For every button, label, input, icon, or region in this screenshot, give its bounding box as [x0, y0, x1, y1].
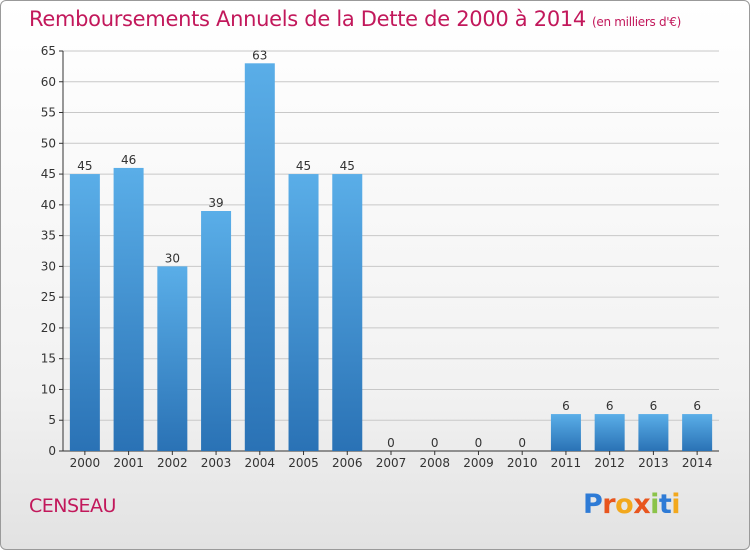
y-tick-label: 10: [41, 382, 56, 396]
bars: [69, 63, 713, 452]
y-tick-label: 0: [48, 444, 56, 458]
y-tick-label: 30: [41, 259, 56, 273]
bar: [113, 167, 144, 451]
x-tick-label: 2012: [594, 456, 625, 470]
bar: [244, 63, 275, 452]
x-tick-label: 2006: [332, 456, 363, 470]
y-tick-label: 20: [41, 321, 56, 335]
bar: [157, 266, 188, 451]
bar: [69, 174, 100, 452]
y-tick-label: 40: [41, 198, 56, 212]
chart-title: Remboursements Annuels de la Dette de 20…: [29, 7, 682, 31]
x-tick-label: 2008: [419, 456, 450, 470]
y-tick-label: 60: [41, 75, 56, 89]
x-tick-label: 2001: [113, 456, 144, 470]
x-tick-label: 2011: [551, 456, 582, 470]
y-tick-label: 5: [48, 413, 56, 427]
y-tick-label: 65: [41, 44, 56, 58]
x-tick-label: 2007: [376, 456, 407, 470]
data-label: 45: [296, 159, 311, 173]
data-label: 6: [693, 399, 701, 413]
y-tick-label: 50: [41, 136, 56, 150]
bar: [638, 414, 669, 451]
x-tick-label: 2000: [70, 456, 101, 470]
y-tick-label: 45: [41, 167, 56, 181]
bar: [550, 414, 581, 451]
bar: [594, 414, 625, 451]
proxiti-logo: Proxiti: [583, 489, 681, 520]
data-label: 6: [562, 399, 570, 413]
x-tick-label: 2003: [201, 456, 232, 470]
data-label: 6: [606, 399, 614, 413]
x-tick-label: 2014: [682, 456, 713, 470]
bar: [288, 174, 319, 452]
commune-name: CENSEAU: [29, 495, 116, 517]
y-tick-label: 25: [41, 290, 56, 304]
bar: [201, 211, 232, 451]
y-tick-label: 15: [41, 352, 56, 366]
y-tick-label: 35: [41, 229, 56, 243]
bar: [682, 414, 713, 451]
x-tick-label: 2005: [288, 456, 319, 470]
chart-subtitle: (en milliers d'€): [592, 15, 682, 29]
x-tick-label: 2013: [638, 456, 669, 470]
data-label: 45: [77, 159, 92, 173]
x-tick-label: 2002: [157, 456, 188, 470]
data-label: 63: [252, 48, 267, 62]
x-tick-label: 2004: [245, 456, 276, 470]
data-label: 0: [431, 436, 439, 450]
data-label: 39: [208, 196, 223, 210]
data-label: 0: [518, 436, 526, 450]
x-tick-label: 2010: [507, 456, 538, 470]
data-label: 6: [650, 399, 658, 413]
data-label: 46: [121, 153, 136, 167]
labels: 0510152025303540455055606545200046200130…: [41, 44, 713, 470]
data-label: 45: [340, 159, 355, 173]
x-tick-label: 2009: [463, 456, 494, 470]
data-label: 0: [387, 436, 395, 450]
bar: [332, 174, 363, 452]
data-label: 30: [165, 251, 180, 265]
data-label: 0: [475, 436, 483, 450]
y-tick-label: 55: [41, 106, 56, 120]
